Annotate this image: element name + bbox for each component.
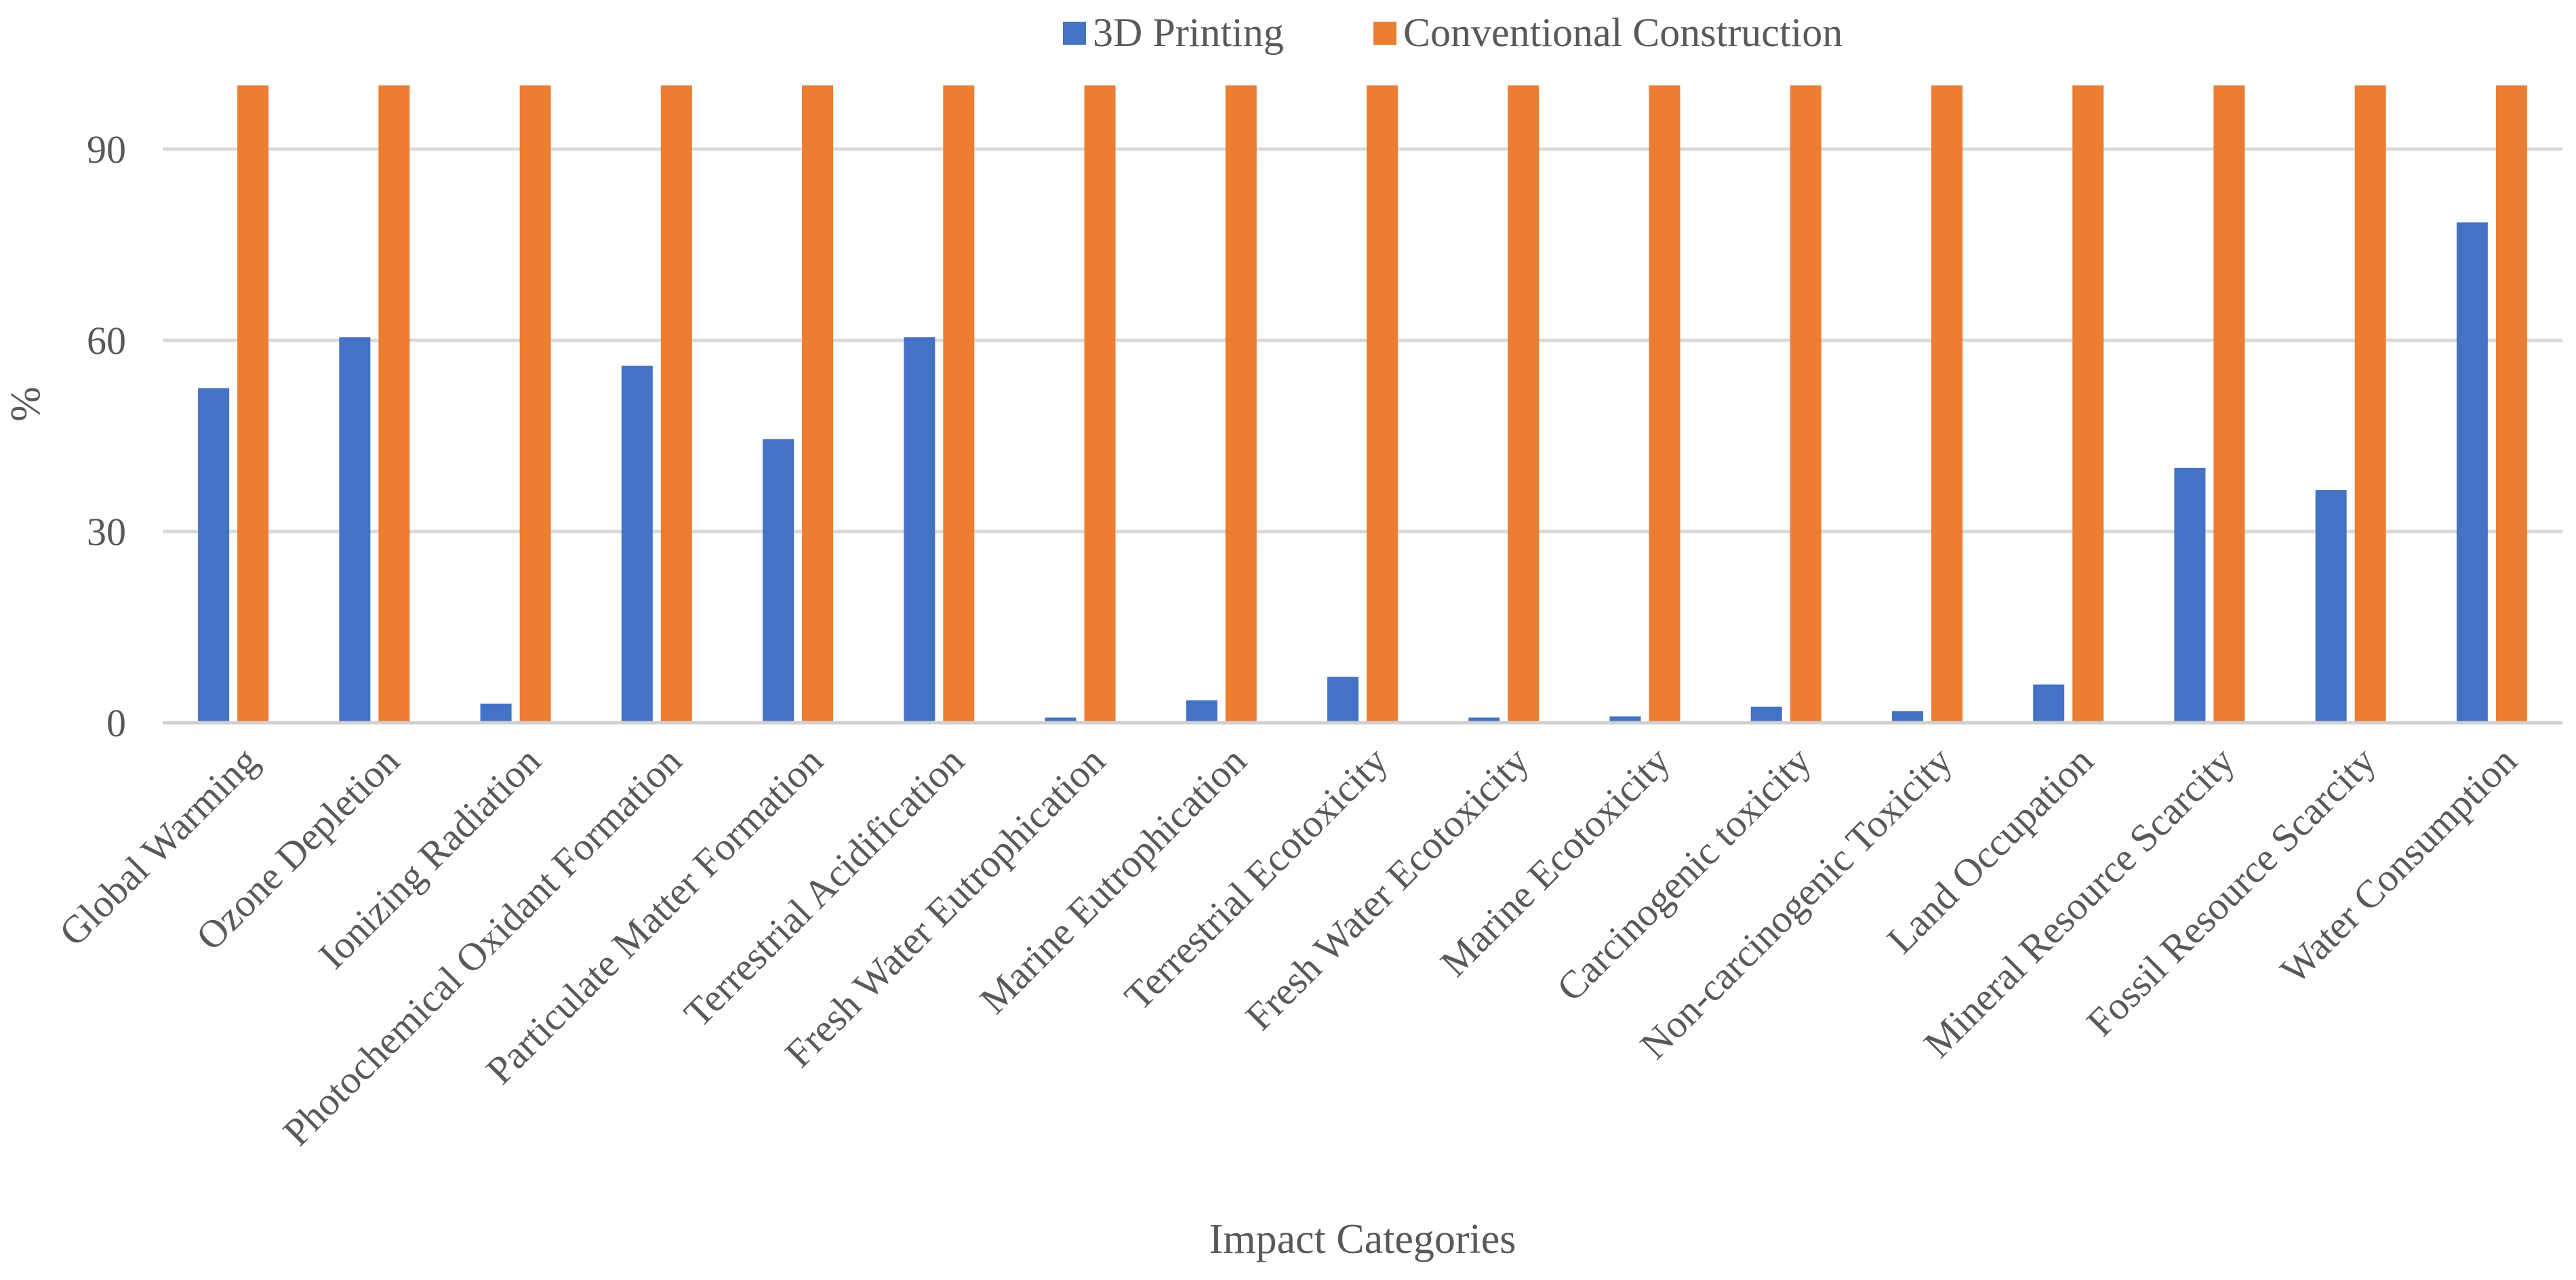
bar-3d-printing-mineral-resource-scarcity bbox=[2174, 468, 2206, 723]
bar-conventional-construction-mineral-resource-scarcity bbox=[2213, 85, 2245, 723]
legend-label-conventional-construction: Conventional Construction bbox=[1403, 10, 1843, 55]
bar-conventional-construction-fossil-resource-scarcity bbox=[2354, 85, 2386, 723]
x-tick-label-fossil-resource-scarcity: Fossil Resource Scarcity bbox=[2078, 738, 2383, 1044]
bar-conventional-construction-fresh-water-ecotoxicity bbox=[1508, 85, 1539, 723]
bar-3d-printing-ionizing-radiation bbox=[480, 703, 512, 723]
y-tick-label: 60 bbox=[87, 319, 126, 363]
x-tick-label-terrestrial-ecotoxicity: Terrestrial Ecotoxicity bbox=[1116, 738, 1396, 1018]
x-tick-label-water-consumption: Water Consumption bbox=[2272, 738, 2525, 992]
bar-3d-printing-carcinogenic-toxicity bbox=[1750, 706, 1782, 723]
bar-3d-printing-fresh-water-eutrophication bbox=[1045, 717, 1076, 723]
bar-3d-printing-ozone-depletion bbox=[339, 337, 371, 723]
bar-conventional-construction-non-carcinogenic-toxicity bbox=[1931, 85, 1963, 723]
bar-conventional-construction-carcinogenic-toxicity bbox=[1790, 85, 1822, 723]
bar-3d-printing-particulate-matter-formation bbox=[763, 439, 794, 723]
x-tick-label-fresh-water-ecotoxicity: Fresh Water Ecotoxicity bbox=[1237, 738, 1537, 1039]
legend-label-3d-printing: 3D Printing bbox=[1093, 10, 1284, 55]
bar-3d-printing-non-carcinogenic-toxicity bbox=[1891, 711, 1923, 723]
legend-swatch-conventional-construction bbox=[1373, 22, 1396, 45]
y-tick-label: 0 bbox=[106, 701, 126, 745]
bar-3d-printing-land-occupation bbox=[2033, 684, 2065, 723]
x-tick-label-terrestrial-acidification: Terrestrial Acidification bbox=[675, 738, 972, 1035]
bar-conventional-construction-marine-ecotoxicity bbox=[1649, 85, 1681, 723]
bar-3d-printing-fresh-water-ecotoxicity bbox=[1468, 717, 1500, 723]
bar-conventional-construction-water-consumption bbox=[2495, 85, 2527, 723]
bar-conventional-construction-photochemical-oxidant-formation bbox=[660, 85, 692, 723]
bar-3d-printing-global-warming bbox=[198, 388, 230, 723]
bar-3d-printing-fossil-resource-scarcity bbox=[2315, 489, 2347, 723]
x-axis-title: Impact Categories bbox=[1209, 1216, 1516, 1262]
bar-conventional-construction-terrestrial-ecotoxicity bbox=[1367, 85, 1398, 723]
bar-3d-printing-water-consumption bbox=[2456, 222, 2488, 723]
bar-conventional-construction-marine-eutrophication bbox=[1225, 85, 1257, 723]
bar-3d-printing-marine-eutrophication bbox=[1186, 700, 1217, 723]
y-tick-labels: 0 30 60 90 bbox=[87, 127, 126, 745]
y-tick-label: 90 bbox=[87, 127, 126, 172]
y-tick-label: 30 bbox=[87, 510, 126, 554]
bars bbox=[198, 85, 2527, 723]
bar-conventional-construction-ozone-depletion bbox=[378, 85, 410, 723]
bar-3d-printing-terrestrial-ecotoxicity bbox=[1327, 677, 1359, 723]
x-tick-label-carcinogenic-toxicity: Carcinogenic toxicity bbox=[1548, 738, 1819, 1009]
bar-3d-printing-marine-ecotoxicity bbox=[1609, 716, 1641, 723]
bar-conventional-construction-fresh-water-eutrophication bbox=[1084, 85, 1116, 723]
bar-conventional-construction-particulate-matter-formation bbox=[802, 85, 834, 723]
bar-3d-printing-photochemical-oxidant-formation bbox=[621, 365, 653, 723]
gridlines bbox=[163, 147, 2562, 534]
x-tick-label-marine-eutrophication: Marine Eutrophication bbox=[971, 738, 1255, 1022]
bar-conventional-construction-land-occupation bbox=[2072, 85, 2104, 723]
bar-3d-printing-terrestrial-acidification bbox=[904, 337, 935, 723]
bar-conventional-construction-global-warming bbox=[237, 85, 269, 723]
legend: 3D Printing Conventional Construction bbox=[1063, 10, 1843, 55]
y-axis-title: % bbox=[3, 386, 49, 422]
legend-swatch-3d-printing bbox=[1063, 22, 1086, 45]
bar-conventional-construction-ionizing-radiation bbox=[519, 85, 551, 723]
bar-conventional-construction-terrestrial-acidification bbox=[943, 85, 975, 723]
